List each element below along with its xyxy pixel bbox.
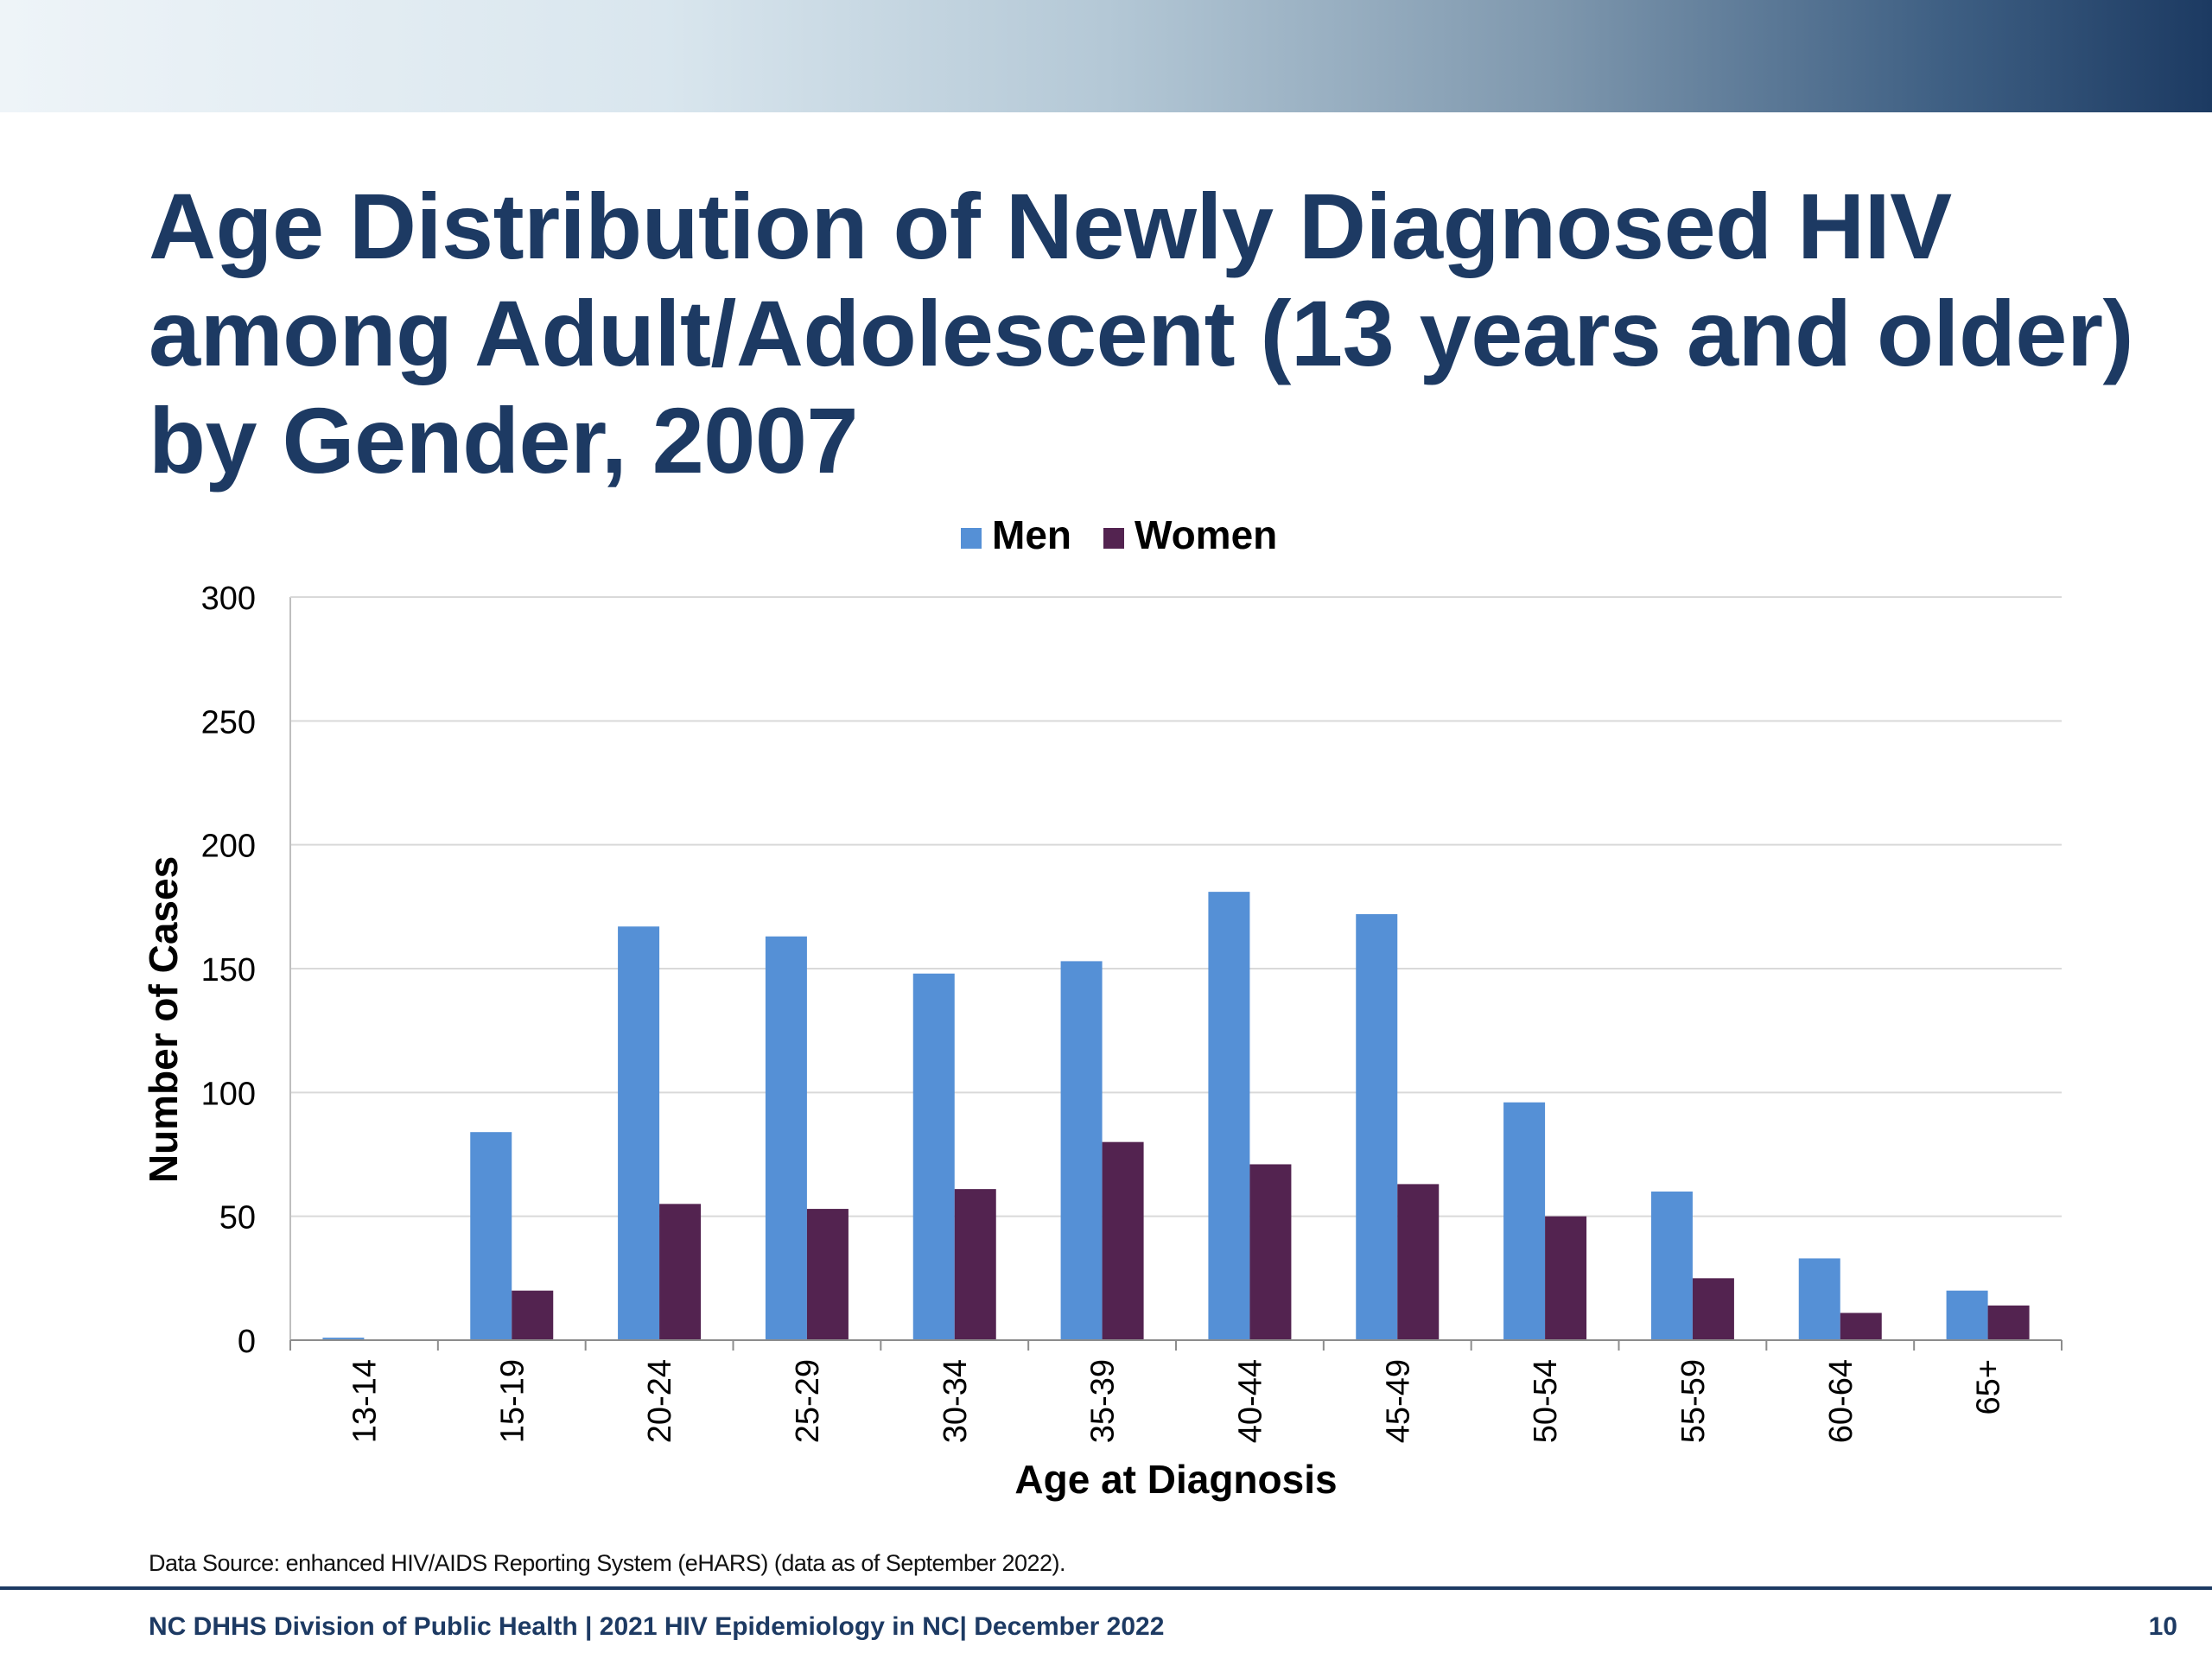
- bar-women-30-34: [954, 1189, 996, 1340]
- legend-swatch-women: [1103, 528, 1124, 549]
- x-tick-label: 65+: [1971, 1359, 2007, 1414]
- bar-men-40-44: [1208, 892, 1250, 1340]
- bars: [322, 892, 2030, 1340]
- y-tick-labels: 0 50 100 150 200 250 300: [201, 581, 256, 1360]
- y-tick-label: 0: [238, 1324, 256, 1360]
- bar-women-20-24: [659, 1204, 702, 1340]
- y-tick-label: 300: [201, 581, 256, 617]
- x-tick-label: 30-34: [938, 1359, 974, 1443]
- x-tick-label: 45-49: [1380, 1359, 1416, 1443]
- x-tick-label: 55-59: [1675, 1359, 1712, 1443]
- bar-women-60-64: [1840, 1313, 1882, 1340]
- axes: [289, 596, 2063, 1351]
- bar-chart: 0 50 100 150 200 250 300 13-14 15-19 20-24 25-29 3…: [141, 512, 2063, 1502]
- bar-women-35-39: [1102, 1141, 1144, 1340]
- bar-men-25-29: [765, 936, 807, 1340]
- legend-label-women: Women: [1135, 512, 1277, 557]
- bar-men-15-19: [470, 1132, 512, 1340]
- gridlines: [290, 596, 2062, 1217]
- footer-divider: [0, 1586, 2212, 1590]
- x-tick-label: 60-64: [1823, 1359, 1859, 1443]
- x-tick-label: 13-14: [346, 1359, 383, 1443]
- y-axis-title: Number of Cases: [141, 856, 186, 1183]
- bar-men-35-39: [1060, 961, 1103, 1340]
- x-tick-label: 20-24: [642, 1359, 678, 1443]
- bar-men-30-34: [912, 973, 955, 1340]
- legend-label-men: Men: [992, 512, 1071, 557]
- y-tick-label: 100: [201, 1076, 256, 1112]
- bar-women-55-59: [1692, 1278, 1734, 1340]
- bar-men-55-59: [1650, 1192, 1693, 1340]
- x-tick-labels: 13-14 15-19 20-24 25-29 30-34 35-39 40-44 45-49…: [346, 1359, 2006, 1443]
- x-tick-label: 25-29: [790, 1359, 826, 1443]
- x-tick-label: 15-19: [494, 1359, 531, 1443]
- legend: Men Women: [961, 512, 1277, 557]
- bar-women-50-54: [1545, 1216, 1587, 1340]
- bar-men-45-49: [1356, 913, 1398, 1340]
- bar-women-25-29: [806, 1209, 849, 1340]
- page-number: 10: [2148, 1612, 2177, 1641]
- header-banner: [0, 0, 2212, 112]
- bar-men-13-14: [322, 1338, 365, 1340]
- bar-women-40-44: [1249, 1164, 1292, 1340]
- bar-men-20-24: [618, 926, 660, 1340]
- slide-title: Age Distribution of Newly Diagnosed HIV …: [149, 174, 2133, 493]
- y-tick-label: 150: [201, 952, 256, 988]
- bar-men-65+: [1946, 1290, 1988, 1340]
- x-tick-label: 40-44: [1232, 1359, 1268, 1443]
- bar-men-60-64: [1798, 1258, 1840, 1340]
- x-tick-label: 50-54: [1528, 1359, 1564, 1443]
- y-tick-label: 200: [201, 829, 256, 865]
- legend-swatch-men: [961, 528, 982, 549]
- footer-text: NC DHHS Division of Public Health | 2021…: [149, 1612, 1165, 1641]
- bar-men-50-54: [1503, 1102, 1546, 1340]
- bar-women-45-49: [1397, 1184, 1440, 1340]
- y-tick-label: 250: [201, 704, 256, 741]
- y-tick-label: 50: [219, 1200, 256, 1236]
- bar-women-15-19: [512, 1290, 554, 1340]
- x-tick-label: 35-39: [1085, 1359, 1122, 1443]
- x-axis-title: Age at Diagnosis: [1014, 1457, 1337, 1502]
- bar-women-65+: [1987, 1305, 2030, 1340]
- data-source-note: Data Source: enhanced HIV/AIDS Reporting…: [149, 1550, 1066, 1576]
